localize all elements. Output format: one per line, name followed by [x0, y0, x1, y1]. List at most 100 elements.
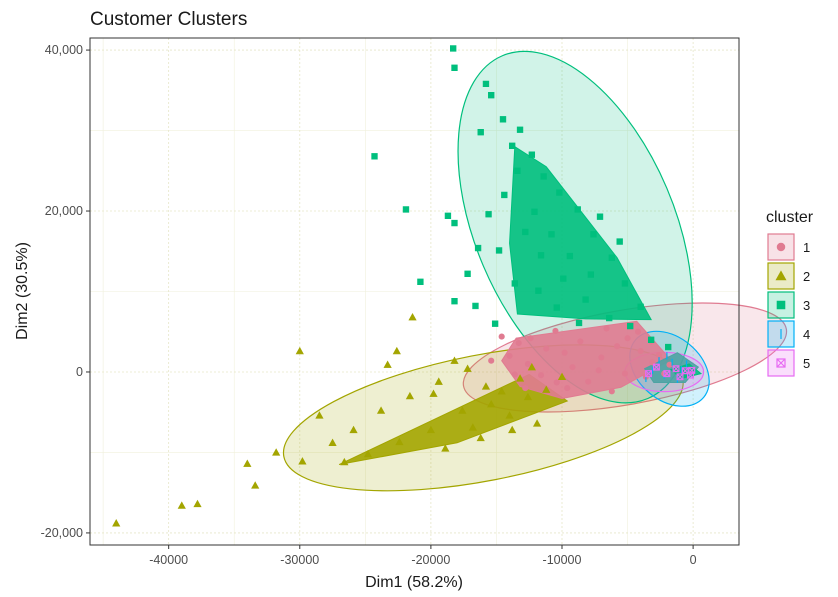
point-cluster-1: [577, 338, 584, 345]
point-cluster-2: [468, 423, 477, 431]
point-cluster-3: [482, 80, 490, 88]
point-cluster-3: [501, 191, 508, 199]
point-cluster-2: [193, 499, 202, 508]
x-tick-label: -10000: [543, 553, 582, 567]
legend-label: 5: [803, 356, 810, 371]
point-cluster-3: [449, 45, 457, 52]
x-tick-label: -40000: [149, 553, 188, 567]
point-cluster-2: [515, 374, 525, 382]
legend-marker-1: [776, 242, 786, 252]
x-tick-label: -20000: [411, 553, 450, 567]
legend-label: 1: [803, 240, 810, 255]
point-cluster-2: [112, 519, 121, 527]
point-cluster-1: [569, 364, 576, 371]
point-cluster-3: [560, 275, 567, 282]
legend-key: [767, 349, 795, 377]
point-cluster-1: [608, 388, 615, 395]
point-cluster-1: [637, 347, 644, 355]
point-cluster-3: [499, 116, 507, 123]
point-cluster-3: [596, 213, 604, 220]
series-cluster-2: [112, 313, 567, 527]
dense-region-cluster-3: [509, 145, 653, 321]
point-cluster-3: [451, 219, 458, 227]
point-cluster-3: [495, 247, 503, 254]
point-cluster-5: [688, 366, 696, 374]
point-cluster-2: [487, 399, 496, 408]
series-cluster-5: [645, 363, 696, 381]
point-cluster-2: [349, 425, 358, 434]
point-cluster-2: [383, 360, 392, 368]
point-cluster-2: [532, 419, 542, 427]
point-cluster-2: [363, 449, 373, 458]
point-cluster-1: [522, 385, 529, 392]
legend-item-5: 5: [767, 349, 810, 377]
point-cluster-3: [566, 252, 574, 260]
legend-item-3: 3: [767, 291, 810, 319]
point-cluster-3: [608, 254, 616, 261]
point-cluster-2: [441, 444, 450, 452]
point-cluster-1: [621, 370, 628, 377]
point-cluster-3: [451, 64, 458, 71]
point-cluster-3: [485, 211, 492, 218]
point-cluster-3: [491, 320, 499, 327]
point-cluster-2: [272, 448, 281, 456]
point-cluster-3: [665, 343, 672, 351]
point-cluster-3: [474, 244, 482, 252]
point-cluster-2: [505, 411, 514, 419]
point-cluster-1: [553, 379, 560, 386]
point-cluster-5: [645, 370, 653, 378]
point-cluster-3: [511, 280, 518, 287]
point-cluster-1: [614, 343, 621, 350]
data-points: [112, 45, 696, 527]
point-cluster-3: [444, 212, 452, 220]
point-cluster-3: [402, 206, 410, 213]
x-tick-label: 0: [690, 553, 697, 567]
point-cluster-2: [251, 481, 260, 489]
point-cluster-3: [556, 189, 563, 196]
legend-marker-2: [775, 270, 787, 281]
dense-region-cluster-2: [338, 373, 569, 466]
legend-item-1: 1: [767, 233, 810, 261]
point-cluster-1: [561, 349, 568, 356]
point-cluster-2: [481, 382, 491, 390]
point-cluster-3: [606, 314, 613, 322]
point-cluster-3: [587, 271, 595, 278]
point-cluster-5: [676, 373, 684, 381]
y-axis: -20,000 0 20,000 40,000: [41, 43, 90, 540]
legend-title: cluster: [766, 209, 814, 226]
point-cluster-1: [595, 367, 602, 374]
plot-border: [89, 37, 740, 546]
point-cluster-3: [537, 252, 545, 259]
point-cluster-3: [522, 228, 529, 236]
legend-label: 4: [803, 327, 810, 342]
cluster-ellipses: [282, 50, 788, 492]
point-cluster-3: [548, 231, 555, 238]
series-cluster-3: [371, 45, 672, 351]
point-cluster-2: [463, 364, 472, 372]
point-cluster-2: [508, 425, 517, 434]
point-cluster-3: [464, 270, 471, 277]
point-cluster-2: [392, 346, 401, 355]
point-cluster-1: [524, 360, 531, 367]
point-cluster-2: [523, 392, 533, 401]
y-axis-title: Dim2 (30.5%): [14, 242, 31, 340]
point-cluster-3: [535, 287, 542, 294]
legend-label: 3: [803, 298, 810, 313]
point-cluster-1: [543, 345, 550, 352]
point-cluster-2: [557, 372, 567, 380]
point-cluster-3: [616, 238, 623, 245]
point-cluster-1: [585, 378, 592, 385]
point-cluster-3: [531, 208, 538, 216]
x-axis-title: Dim1 (58.2%): [365, 574, 463, 591]
y-tick-label: 0: [76, 365, 83, 379]
point-cluster-3: [553, 304, 560, 311]
point-cluster-3: [371, 153, 378, 160]
point-cluster-3: [516, 126, 524, 133]
point-cluster-2: [497, 387, 506, 395]
point-cluster-2: [315, 411, 324, 419]
point-cluster-3: [575, 319, 583, 327]
point-cluster-3: [451, 297, 458, 305]
y-tick-label: 40,000: [45, 43, 83, 57]
point-cluster-2: [177, 501, 186, 509]
